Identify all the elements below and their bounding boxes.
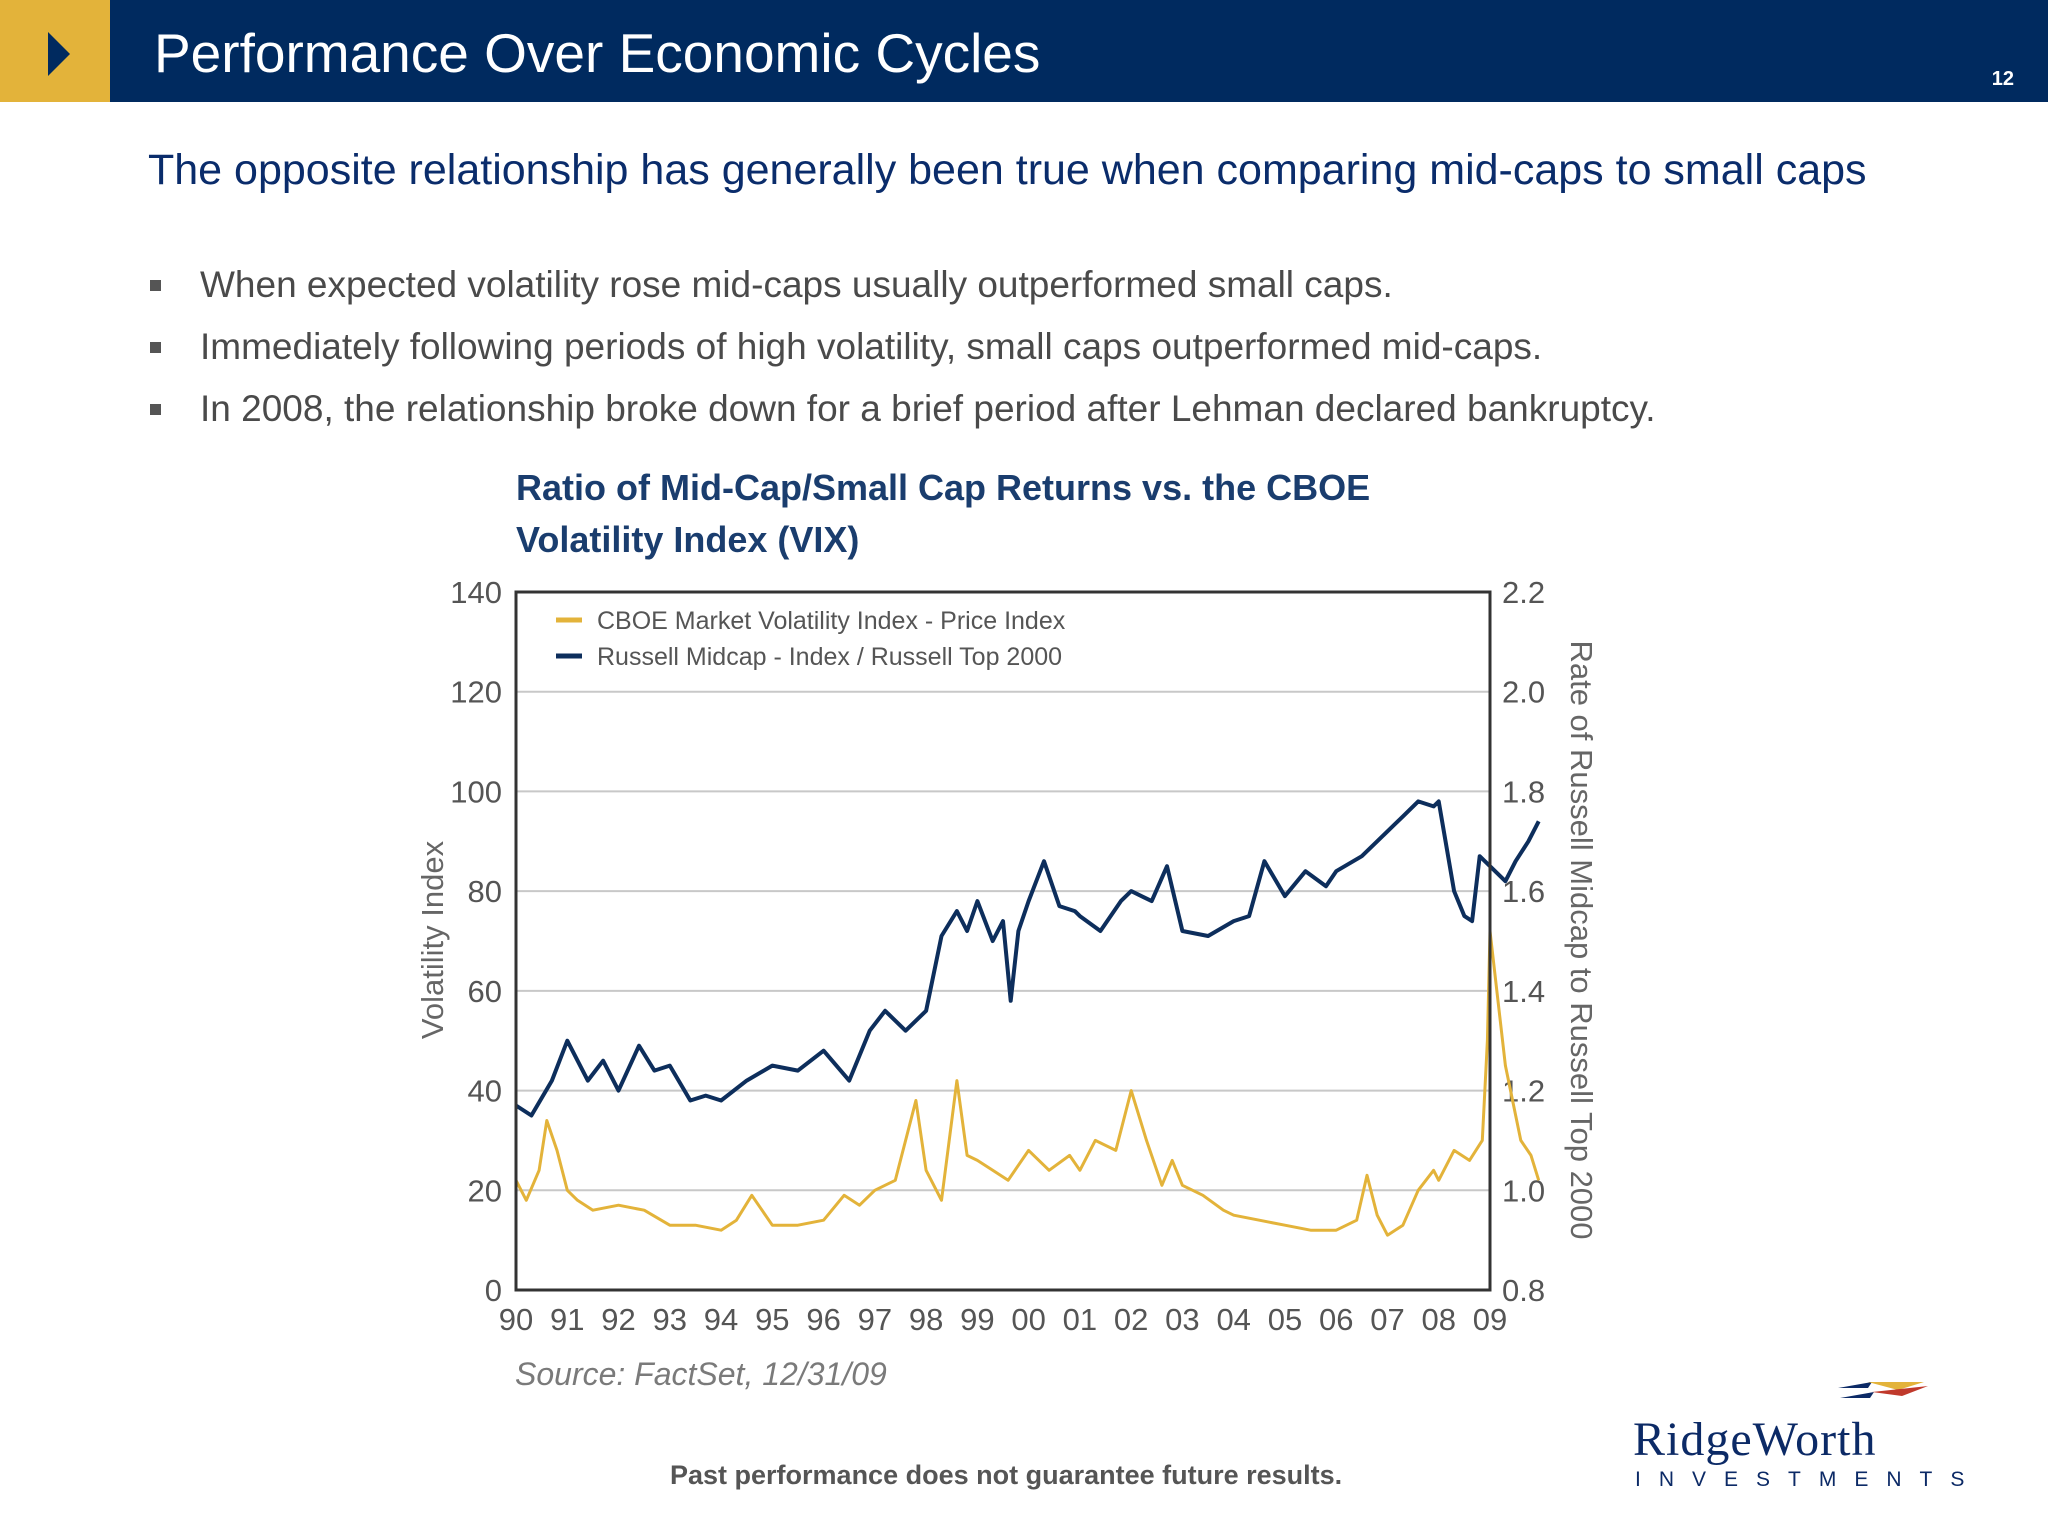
legend-label: Russell Midcap - Index / Russell Top 200… (597, 643, 1062, 671)
disclaimer: Past performance does not guarantee futu… (670, 1460, 1343, 1490)
x-tick-label: 92 (601, 1302, 635, 1337)
header-bar: Performance Over Economic Cycles 12 (0, 0, 2048, 102)
y2-tick-label: 2.2 (1502, 575, 1545, 610)
x-tick-label: 02 (1114, 1302, 1148, 1337)
y-tick-label: 40 (468, 1074, 502, 1109)
y-tick-label: 60 (468, 974, 502, 1009)
bullet-square-icon (150, 280, 161, 291)
y-axis-title: Volatility Index (415, 840, 450, 1039)
bullet-text: In 2008, the relationship broke down for… (200, 388, 1656, 429)
y-tick-label: 80 (468, 874, 502, 909)
x-tick-label: 97 (858, 1302, 892, 1337)
x-tick-label: 90 (499, 1302, 533, 1337)
logo-subtext: INVESTMENTS (1635, 1468, 1983, 1491)
legend-label: CBOE Market Volatility Index - Price Ind… (597, 607, 1066, 635)
x-tick-label: 01 (1063, 1302, 1097, 1337)
y2-axis-title: Rate of Russell Midcap to Russell Top 20… (1564, 640, 1599, 1239)
y2-tick-label: 1.8 (1502, 774, 1545, 809)
vix-series-line (514, 929, 1541, 1237)
bullet-text: When expected volatility rose mid-caps u… (200, 264, 1393, 305)
company-logo: RidgeWorth INVESTMENTS (1630, 1380, 1970, 1500)
y2-tick-label: 0.8 (1502, 1273, 1545, 1308)
chart-source: Source: FactSet, 12/31/09 (515, 1356, 887, 1392)
x-tick-label: 08 (1421, 1302, 1455, 1337)
x-tick-label: 93 (653, 1302, 687, 1337)
x-tick-label: 91 (550, 1302, 584, 1337)
y2-tick-label: 2.0 (1502, 675, 1545, 710)
bullet-square-icon (150, 342, 161, 353)
x-tick-label: 05 (1268, 1302, 1302, 1337)
bullet-text: Immediately following periods of high vo… (200, 326, 1543, 367)
bullet-list: When expected volatility rose mid-caps u… (148, 254, 1656, 440)
x-tick-label: 94 (704, 1302, 738, 1337)
y-tick-label: 100 (450, 774, 502, 809)
header-accent (0, 0, 110, 102)
chart-title: Ratio of Mid-Cap/Small Cap Returns vs. t… (516, 467, 1371, 560)
y2-tick-label: 1.6 (1502, 874, 1545, 909)
play-arrow-icon (48, 32, 70, 76)
logo-name: RidgeWorth (1633, 1413, 1877, 1466)
x-tick-label: 96 (806, 1302, 840, 1337)
x-tick-label: 00 (1011, 1302, 1045, 1337)
bullet-square-icon (150, 404, 161, 415)
page-title: Performance Over Economic Cycles (154, 22, 1041, 84)
x-tick-label: 99 (960, 1302, 994, 1337)
y-tick-label: 140 (450, 575, 502, 610)
x-tick-label: 06 (1319, 1302, 1353, 1337)
x-tick-label: 98 (909, 1302, 943, 1337)
plot-frame (514, 590, 1492, 1292)
bullet-item: When expected volatility rose mid-caps u… (148, 254, 1656, 316)
y2-tick-label: 1.4 (1502, 974, 1545, 1009)
x-tick-label: 95 (755, 1302, 789, 1337)
x-tick-label: 07 (1370, 1302, 1404, 1337)
y-tick-label: 0 (485, 1273, 502, 1308)
bullet-item: In 2008, the relationship broke down for… (148, 378, 1656, 440)
x-tick-label: 03 (1165, 1302, 1199, 1337)
bullet-item: Immediately following periods of high vo… (148, 316, 1656, 378)
x-tick-label: 09 (1473, 1302, 1507, 1337)
y-tick-label: 20 (468, 1173, 502, 1208)
x-tick-label: 04 (1216, 1302, 1250, 1337)
page-number: 12 (1991, 68, 2014, 90)
slide-subtitle: The opposite relationship has generally … (148, 146, 1867, 194)
y-tick-label: 120 (450, 675, 502, 710)
midcap-ratio-series-line (514, 799, 1541, 1118)
flag-mark-icon (1838, 1382, 1928, 1398)
